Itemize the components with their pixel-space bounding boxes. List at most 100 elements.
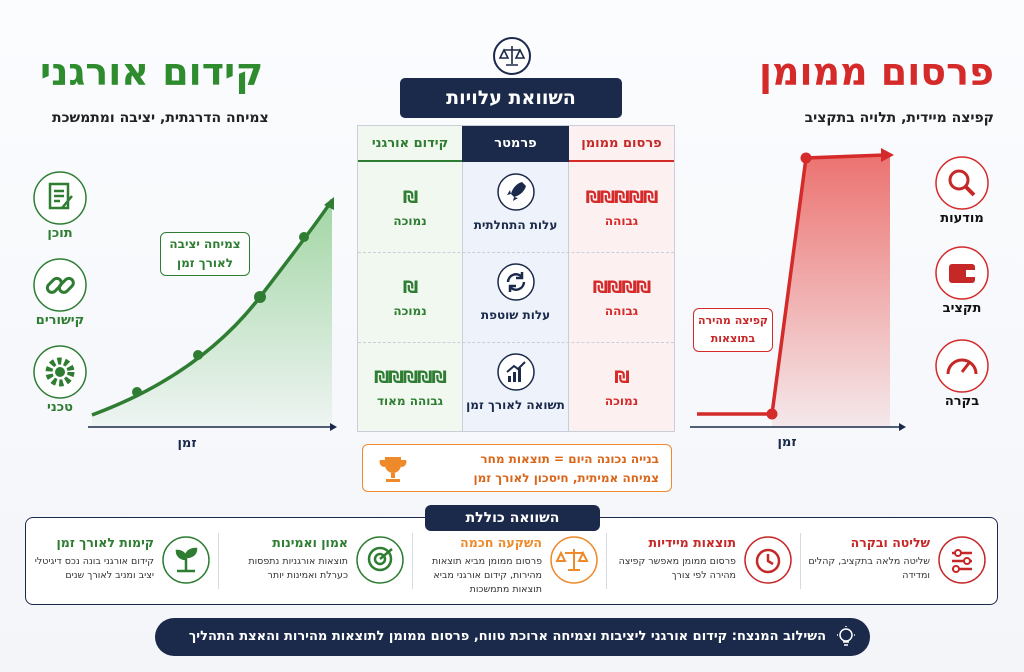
icon [935, 339, 989, 393]
organic-cell: ₪ נמוכה [358, 188, 462, 228]
row-divider [358, 252, 674, 253]
icon-label: קישורים [35, 313, 85, 328]
card-divider [218, 533, 219, 589]
card-title: קימות לאורך זמן [56, 535, 154, 550]
organic-cell: ₪₪₪₪₪ גבוהה מאוד [358, 368, 462, 408]
axis-arrow [330, 423, 337, 431]
organic-subtitle: צמיחה הדרגתית, יציבה ומתמשכת [52, 110, 269, 126]
point [193, 350, 203, 360]
param-icon [496, 353, 535, 391]
card-text: תוצאות אורגניות נתפסות כערלת ואמינות יות… [248, 556, 348, 581]
icon-item: בקרה [912, 338, 1012, 409]
parameter: תשואה לאורך זמן [466, 398, 565, 412]
organic-cell: ₪ נמוכה [358, 278, 462, 318]
point [800, 152, 812, 164]
summary-card: שליטה ובקרה שליטה מלאה בתקציב, קהלים ומדי… [802, 527, 992, 597]
level: גבוהה מאוד [376, 394, 444, 408]
card-icon [356, 536, 404, 584]
paid-chart: זמן [690, 148, 906, 450]
param-cell: תשואה לאורך זמן [462, 352, 569, 412]
icon-item: תקציב [912, 245, 1012, 316]
shekel-symbols: ₪ [402, 278, 418, 298]
callout: קפיצה מהירה בתוצאות [693, 308, 773, 352]
icon-item: תוכן [10, 170, 110, 241]
paid-subtitle: קפיצה מיידית, תלויה בתקציב [804, 110, 994, 126]
arrow [881, 148, 894, 162]
icon-label: בקרה [944, 394, 980, 409]
point [299, 232, 309, 242]
organic-chart: זמן [88, 197, 337, 451]
organic-column [358, 126, 462, 431]
card-title: השקעה חכמה [460, 535, 542, 550]
icon-label: תוכן [47, 226, 73, 241]
icon [935, 156, 989, 210]
card-icon [550, 536, 598, 584]
point [254, 291, 266, 303]
organic-title: קידום אורגני [40, 50, 264, 94]
note-box: בנייה נכונה היום = תוצאות מחר צמיחה אמית… [362, 444, 672, 492]
level: נמוכה [393, 214, 427, 228]
icon-label: תקציב [942, 301, 982, 316]
cost-table: פרסום ממומן פרמטר קידום אורגני ₪₪₪₪₪ גבוה… [357, 125, 675, 432]
level: גבוהה [604, 214, 639, 228]
arrow [324, 197, 334, 210]
card-icon [162, 536, 210, 584]
param-icon [496, 173, 535, 211]
summary-card: קימות לאורך זמן קידום אורגני בונה נכס דיג… [26, 527, 216, 597]
parameter: עלות התחלתית [473, 218, 558, 232]
curve [91, 199, 334, 417]
shekel-symbols: ₪ [402, 188, 418, 208]
row-divider [358, 342, 674, 343]
icon-item: מודעות [912, 155, 1012, 226]
table-header: פרסום ממומן [569, 126, 674, 162]
shekel-symbols: ₪₪₪₪₪ [585, 188, 659, 208]
icon-label: טכני [47, 400, 73, 415]
footer-text: השילוב המנצח: קידום אורגני ליציבות וצמיח… [188, 629, 826, 644]
paid-cell: ₪₪₪₪₪ גבוהה [569, 188, 674, 228]
summary-card: תוצאות מיידיות פרסום ממומן מאפשר קפיצה מה… [608, 527, 798, 597]
param-icon [496, 263, 535, 301]
comparison-title: השוואת עלויות [400, 78, 622, 118]
param-cell: עלות התחלתית [462, 172, 569, 232]
paid-cell: ₪ נמוכה [569, 368, 674, 408]
parameter: עלות שוטפת [480, 308, 551, 322]
table-header: קידום אורגני [358, 126, 462, 162]
paid-title: פרסום ממומן [758, 50, 994, 94]
shekel-symbols: ₪₪₪₪₪ [374, 368, 447, 388]
axis-label: זמן [177, 436, 196, 451]
icon [33, 258, 87, 312]
shekel-symbols: ₪ [614, 368, 629, 388]
scale-icon [493, 37, 531, 75]
card-divider [606, 533, 607, 589]
shekel-symbols: ₪₪₪₪ [592, 278, 652, 298]
note-line: בנייה נכונה היום = תוצאות מחר [480, 452, 659, 466]
icon-label: מודעות [940, 211, 984, 226]
level: נמוכה [393, 304, 427, 318]
axis-arrow [899, 423, 906, 431]
card-title: שליטה ובקרה [850, 535, 930, 550]
callout-line: קפיצה מהירה [697, 314, 769, 327]
card-text: שליטה מלאה בתקציב, קהלים ומדידה [808, 556, 930, 581]
card-divider [412, 533, 413, 589]
icon [33, 345, 87, 399]
paid-cell: ₪₪₪₪ גבוהה [569, 278, 674, 318]
line [697, 153, 886, 416]
point [766, 408, 778, 420]
axis-label: זמן [777, 435, 796, 450]
callout-line: צמיחה יציבה [169, 237, 241, 251]
table-header: פרמטר [462, 126, 569, 162]
trophy-icon [379, 457, 407, 482]
param-cell: עלות שוטפת [462, 262, 569, 322]
area [92, 200, 332, 427]
icon [935, 246, 989, 300]
card-icon [744, 536, 792, 584]
icon-item: קישורים [10, 257, 110, 328]
card-text: קידום אורגני בונה נכס דיגיטלי יציב ומניב… [34, 556, 154, 581]
summary-card: אמון ואמינות תוצאות אורגניות נתפסות כערלת… [220, 527, 410, 597]
card-title: אמון ואמינות [272, 535, 348, 550]
paid-column [569, 126, 674, 431]
card-divider [800, 533, 801, 589]
card-text: פרסום ממומן מביא תוצאות מהירות, קידום או… [431, 556, 542, 595]
summary-card: השקעה חכמה פרסום ממומן מביא תוצאות מהירות… [414, 527, 604, 597]
area [772, 155, 890, 427]
